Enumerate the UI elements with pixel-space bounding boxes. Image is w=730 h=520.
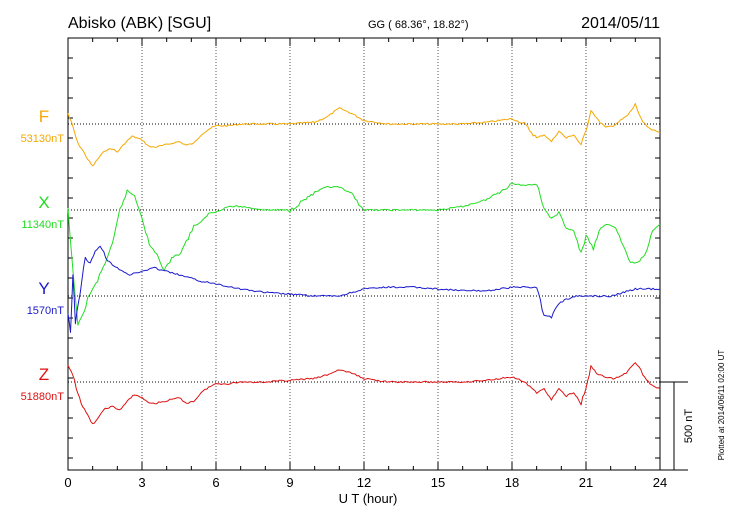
series-name-z: Z: [39, 365, 49, 384]
series-labels: F 53130nT X 11340nT Y 1570nT Z 51880nT: [21, 107, 65, 403]
scale-bar-label: 500 nT: [683, 409, 695, 444]
series-line-z: [67, 362, 661, 425]
series-line-y: [67, 245, 661, 333]
grid-lines: [141, 38, 587, 470]
series-name-f: F: [39, 107, 49, 126]
x-tick-label: 3: [138, 475, 145, 490]
series-group: [67, 103, 661, 425]
series-line-f: [67, 103, 661, 167]
series-name-y: Y: [38, 279, 49, 298]
series-baseline-y: 1570nT: [27, 305, 65, 317]
x-tick-label: 21: [579, 475, 593, 490]
series-baseline-z: 51880nT: [21, 391, 65, 403]
plotted-at-note: Plotted at 2014/06/11 02:00 UT: [717, 350, 726, 461]
station-coordinates: GG ( 68.36°, 18.82°): [368, 19, 469, 31]
series-baseline-x: 11340nT: [21, 219, 64, 231]
series-name-x: X: [38, 193, 49, 212]
x-tick-label: 9: [286, 475, 293, 490]
series-baseline-f: 53130nT: [21, 133, 65, 145]
x-tick-label: 15: [431, 475, 445, 490]
x-tick-label: 6: [212, 475, 219, 490]
x-tick-label: 18: [505, 475, 519, 490]
station-title: Abisko (ABK) [SGU]: [68, 15, 211, 32]
x-tick-labels: 0 3 6 9 12 15 18 21 24: [64, 475, 667, 490]
x-tick-label: 0: [64, 475, 71, 490]
date-label: 2014/05/11: [581, 15, 660, 32]
x-tick-label: 24: [653, 475, 667, 490]
x-axis-label: U T (hour): [339, 491, 398, 506]
x-tick-label: 12: [357, 475, 371, 490]
series-line-x: [67, 182, 661, 326]
